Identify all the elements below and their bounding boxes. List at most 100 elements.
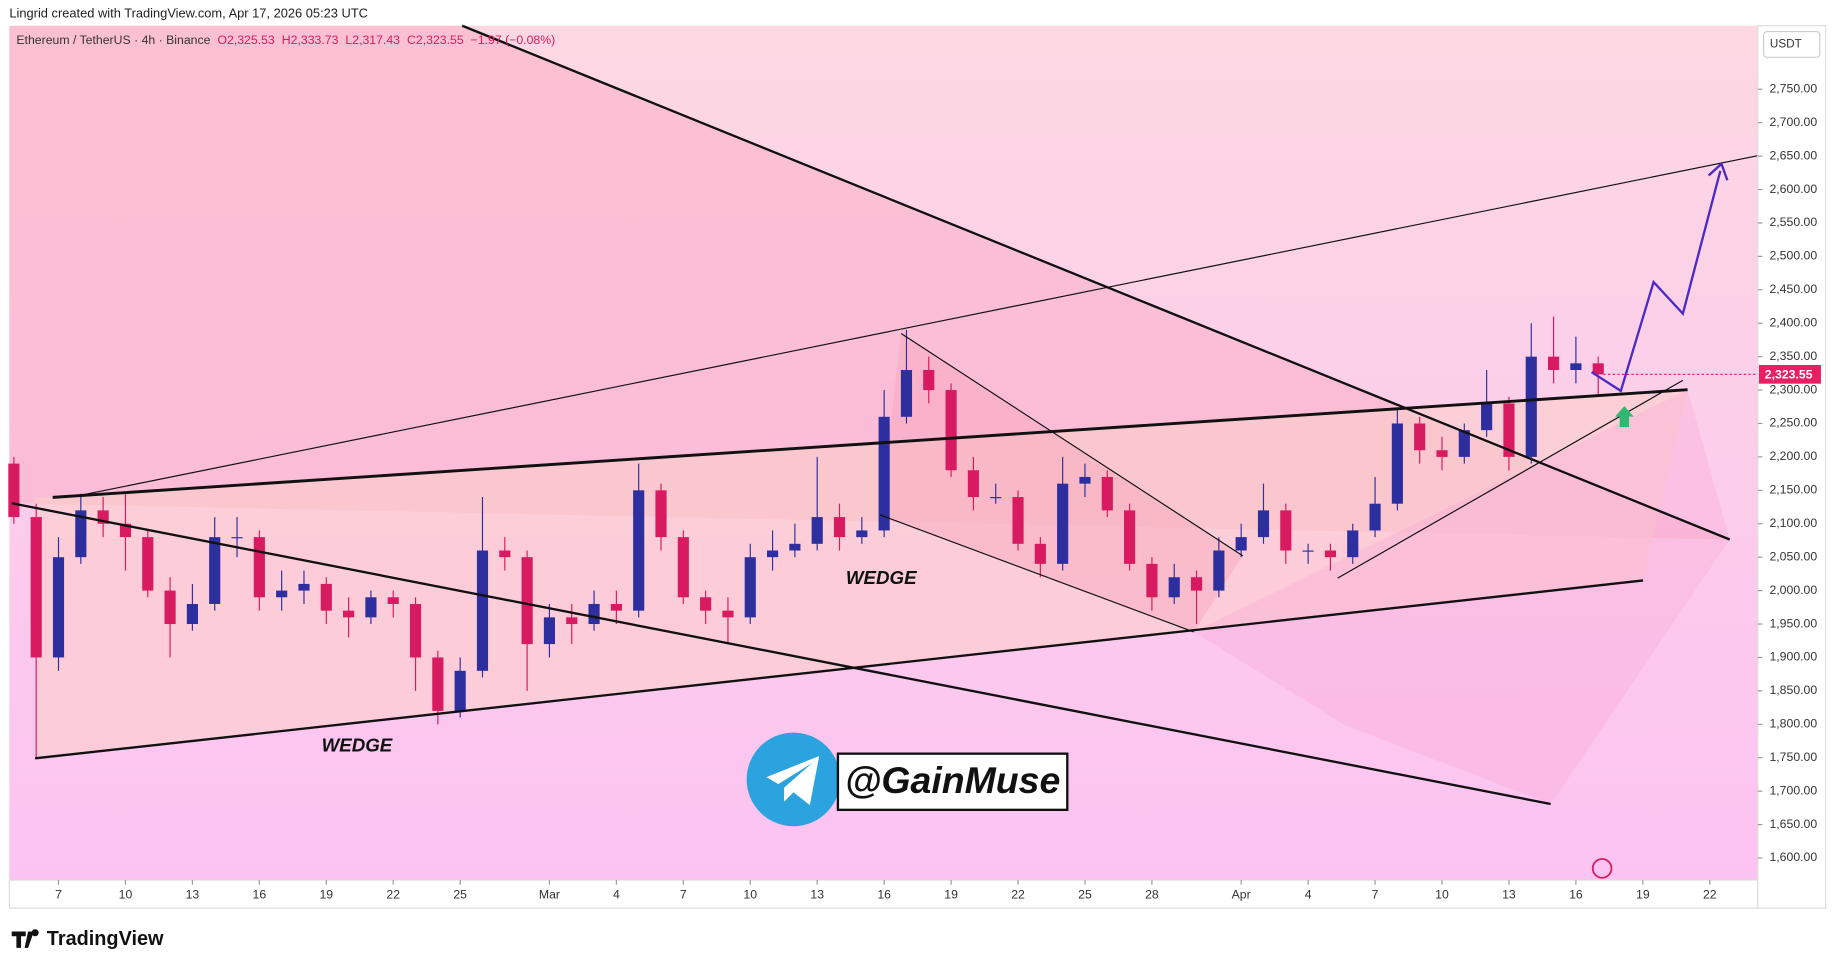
candle-body [75, 510, 87, 558]
candle-body [30, 517, 42, 658]
candle-body [1034, 543, 1046, 564]
x-tick-label: 4 [613, 888, 620, 902]
x-tick-label: 25 [453, 888, 467, 902]
x-tick-label: 13 [186, 888, 200, 902]
candle-body [209, 537, 221, 604]
shaded-channel [9, 25, 1730, 540]
candle-body [432, 657, 444, 711]
y-axis [1757, 25, 1827, 909]
candle-body [766, 550, 779, 558]
handle: @GainMuse [845, 759, 1060, 801]
candle-body [476, 550, 489, 671]
candle-body [967, 470, 979, 498]
candle-body [454, 670, 466, 711]
candle-body [1347, 530, 1359, 558]
candle-body [945, 390, 957, 471]
y-tick-label: 1,650.00 [1769, 817, 1817, 831]
ohlc-value: L2,317.43 [345, 33, 400, 47]
brand-logo [11, 929, 39, 948]
candle-body [387, 597, 399, 604]
candle-body [1481, 403, 1493, 431]
projection-path [1590, 170, 1722, 393]
x-tick-label: 7 [680, 888, 687, 902]
candle-body [700, 597, 712, 611]
candle-body [789, 543, 801, 551]
telegram-badge: @GainMuse [746, 732, 1069, 827]
last-price-label: 2,323.55 [1765, 368, 1813, 382]
candle-body [655, 490, 667, 538]
candle-body [186, 603, 198, 625]
credit: Lingrid created with TradingView.com, Ap… [9, 5, 368, 20]
ohlc-value: C2,323.55 [407, 33, 464, 47]
candle-body [1235, 537, 1247, 551]
candle-body [8, 463, 20, 518]
x-tick-label: 7 [55, 888, 62, 902]
x-tick-label: Apr [1232, 888, 1251, 902]
x-tick-label: 16 [877, 888, 891, 902]
candle-body [1280, 510, 1292, 551]
candle-body [253, 537, 265, 598]
y-tick-label: 2,450.00 [1769, 282, 1817, 296]
wedge-line [900, 333, 1244, 557]
y-tick-label: 2,700.00 [1769, 115, 1817, 129]
candle-body [1592, 363, 1604, 375]
candle-body [1190, 577, 1203, 591]
candle-body [1369, 503, 1381, 531]
candle-body [744, 557, 756, 618]
y-tick-label: 2,550.00 [1769, 215, 1817, 229]
brand: TradingView [11, 928, 164, 950]
candle-body [878, 416, 890, 531]
candle-body [811, 517, 823, 544]
currency-box [1763, 31, 1821, 58]
candle-body [1146, 563, 1158, 598]
candle-body [990, 497, 1002, 499]
projection-zone [1193, 389, 1730, 804]
brand-name: TradingView [47, 928, 164, 950]
wedge-line [879, 514, 1194, 633]
candle-body [543, 617, 556, 645]
ohlc-value: −1.97 (−0.08%) [471, 33, 556, 47]
candle-body [833, 517, 846, 538]
x-tick-label: 10 [119, 888, 133, 902]
x-tick-label: 4 [1305, 888, 1312, 902]
candle-body [231, 537, 243, 539]
symbol: Ethereum / TetherUS · 4h · Binance [16, 33, 210, 47]
candle-body [566, 617, 578, 625]
candle-body [1503, 403, 1515, 457]
candle-body [1458, 430, 1470, 457]
candle-body [1324, 550, 1337, 558]
candle-body [343, 610, 355, 618]
candle-body [633, 490, 645, 611]
x-tick-label: 10 [743, 888, 757, 902]
x-tick-label: 22 [1011, 888, 1025, 902]
x-tick-label: 13 [810, 888, 824, 902]
y-tick-label: 2,750.00 [1769, 82, 1817, 96]
candle-body [1257, 510, 1270, 538]
wedge-line [34, 579, 1644, 760]
y-tick-label: 2,050.00 [1769, 549, 1817, 563]
candle-body [1124, 510, 1136, 564]
candle-body [521, 557, 533, 645]
x-tick-label: 16 [1569, 888, 1583, 902]
candle-body [1101, 476, 1113, 511]
candle-body [1012, 497, 1024, 544]
y-tick-label: 2,150.00 [1769, 483, 1817, 497]
candle-body [320, 583, 332, 611]
candle-body [365, 597, 377, 618]
candle-body [722, 610, 734, 618]
y-tick-label: 2,300.00 [1769, 382, 1817, 396]
projection-arrowhead [1707, 161, 1729, 181]
wedge-label: WEDGE [322, 735, 393, 756]
x-tick-label: 19 [944, 888, 958, 902]
candle-body [588, 603, 600, 625]
candle-body [677, 537, 689, 598]
candle-body [1570, 363, 1582, 371]
candle-body [97, 510, 109, 524]
y-tick-label: 1,900.00 [1769, 650, 1817, 664]
x-tick-label: 22 [1703, 888, 1717, 902]
plane-icon [766, 756, 820, 806]
x-tick-label: 7 [1372, 888, 1379, 902]
trend-line [75, 155, 1758, 497]
candle-body [119, 523, 132, 538]
